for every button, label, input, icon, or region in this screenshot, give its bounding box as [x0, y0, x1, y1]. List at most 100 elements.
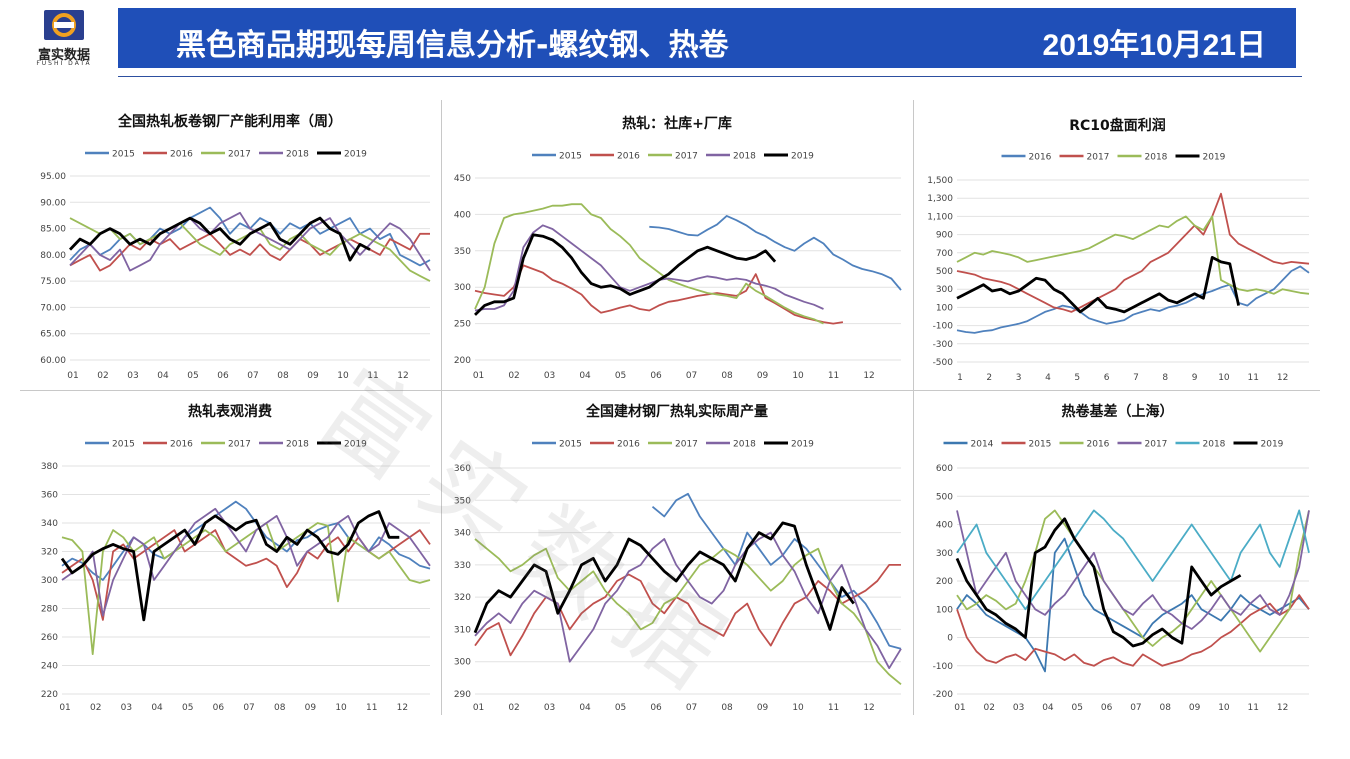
legend-item: 2016 [143, 150, 193, 160]
svg-text:2016: 2016 [617, 440, 640, 450]
svg-text:2019: 2019 [1203, 153, 1226, 163]
x-tick-label: 02 [984, 703, 995, 713]
x-tick-label: 04 [151, 703, 163, 713]
y-tick-label: 1,300 [927, 194, 953, 204]
y-tick-label: 0 [947, 634, 953, 644]
x-tick-label: 7 [1133, 373, 1139, 383]
svg-text:2016: 2016 [1029, 153, 1052, 163]
x-tick-label: 10 [1218, 373, 1230, 383]
x-tick-label: 12 [1277, 373, 1288, 383]
capacity-utilization-chart: 全国热轧板卷钢厂产能利用率（周） 2015 2016 2017 2018 2019 60.0… [40, 113, 431, 381]
y-tick-label: 300 [936, 549, 953, 559]
x-tick-label: 05 [615, 703, 626, 713]
y-tick-label: 100 [936, 605, 953, 615]
x-tick-label: 9 [1192, 373, 1198, 383]
series-line-2016 [474, 564, 901, 657]
legend-item: 2015 [85, 440, 135, 450]
series-line-2017 [956, 510, 1310, 630]
legend-item: 2017 [1059, 153, 1109, 163]
y-tick-label: -500 [933, 358, 954, 368]
x-tick-label: 11 [828, 703, 839, 713]
chart-title: 全国热轧板卷钢厂产能利用率（周） [117, 113, 342, 130]
chart-title: 全国建材钢厂热轧实际周产量 [585, 403, 768, 420]
y-tick-label: 220 [41, 690, 58, 700]
series-line-2019 [473, 521, 855, 634]
y-tick-label: 300 [454, 283, 471, 293]
series-line-2018 [956, 215, 1310, 295]
x-tick-label: 12 [1277, 703, 1288, 713]
x-tick-label: 06 [1101, 703, 1113, 713]
svg-text:2015: 2015 [559, 152, 582, 162]
y-tick-label: 70.00 [40, 303, 66, 313]
series-line-2015 [956, 594, 1310, 667]
y-tick-label: 280 [41, 605, 58, 615]
legend-item: 2017 [648, 440, 698, 450]
svg-text:2015: 2015 [559, 440, 582, 450]
x-tick-label: 07 [243, 703, 254, 713]
x-tick-label: 07 [686, 371, 697, 381]
svg-text:2019: 2019 [791, 440, 814, 450]
legend-item: 2015 [85, 150, 135, 160]
brand-name-en: FUSHI DATA [36, 60, 92, 67]
x-tick-label: 09 [757, 703, 769, 713]
x-tick-label: 03 [544, 703, 555, 713]
x-tick-label: 12 [397, 703, 408, 713]
x-tick-label: 01 [473, 371, 484, 381]
x-tick-label: 11 [1248, 373, 1259, 383]
x-tick-label: 07 [247, 371, 258, 381]
y-tick-label: 95.00 [40, 172, 66, 182]
x-tick-label: 09 [305, 703, 317, 713]
svg-text:2019: 2019 [344, 440, 367, 450]
panel-divider [441, 100, 442, 715]
series-line-2019 [60, 510, 400, 622]
x-tick-label: 11 [828, 371, 839, 381]
y-tick-label: 380 [41, 462, 58, 472]
legend-item: 2015 [532, 440, 582, 450]
rc10-profit-chart: RC10盘面利润 2016 2017 2018 2019 -500 -300 -100 100 3… [927, 117, 1310, 383]
y-tick-label: -100 [933, 662, 954, 672]
y-tick-label: 340 [454, 529, 471, 539]
brand-logo: 富实数据 FUSHI DATA [14, 8, 114, 70]
legend-item: 2015 [532, 152, 582, 162]
series-line-2017 [474, 203, 824, 325]
y-tick-label: 450 [454, 174, 471, 184]
svg-text:2017: 2017 [675, 440, 698, 450]
legend-item: 2016 [1059, 440, 1110, 450]
x-tick-label: 06 [650, 703, 662, 713]
x-tick-label: 06 [213, 703, 225, 713]
y-tick-label: -300 [933, 340, 954, 350]
x-tick-label: 11 [1248, 703, 1259, 713]
svg-text:2019: 2019 [1261, 440, 1284, 450]
series-line-2019 [474, 233, 777, 316]
x-tick-label: 12 [397, 371, 408, 381]
x-tick-label: 4 [1045, 373, 1051, 383]
header-bar: 黑色商品期现每周信息分析-螺纹钢、热卷 2019年10月21日 [118, 8, 1296, 68]
x-tick-label: 08 [721, 703, 733, 713]
series-line-2019 [68, 216, 371, 262]
x-tick-label: 02 [97, 371, 108, 381]
y-tick-label: 600 [936, 464, 953, 474]
header-divider [118, 76, 1302, 77]
svg-text:2015: 2015 [112, 440, 135, 450]
series-line-2015 [651, 492, 902, 650]
x-tick-label: 11 [367, 371, 378, 381]
x-tick-label: 08 [1160, 703, 1172, 713]
svg-text:2016: 2016 [170, 440, 193, 450]
legend-item: 2019 [317, 440, 367, 450]
x-tick-label: 2 [986, 373, 992, 383]
legend-item: 2016 [143, 440, 193, 450]
y-tick-label: 350 [454, 496, 471, 506]
y-tick-label: 240 [41, 662, 58, 672]
legend-item: 2017 [1117, 440, 1167, 450]
legend-item: 2019 [1175, 153, 1226, 163]
svg-text:2019: 2019 [344, 150, 367, 160]
y-tick-label: 290 [454, 690, 471, 700]
series-line-2018 [474, 531, 902, 670]
x-tick-label: 8 [1162, 373, 1168, 383]
y-tick-label: 310 [454, 625, 471, 635]
panel-divider [20, 390, 1320, 391]
svg-text:2016: 2016 [1087, 440, 1110, 450]
y-tick-label: 900 [936, 231, 953, 241]
svg-text:2015: 2015 [112, 150, 135, 160]
x-tick-label: 09 [307, 371, 319, 381]
